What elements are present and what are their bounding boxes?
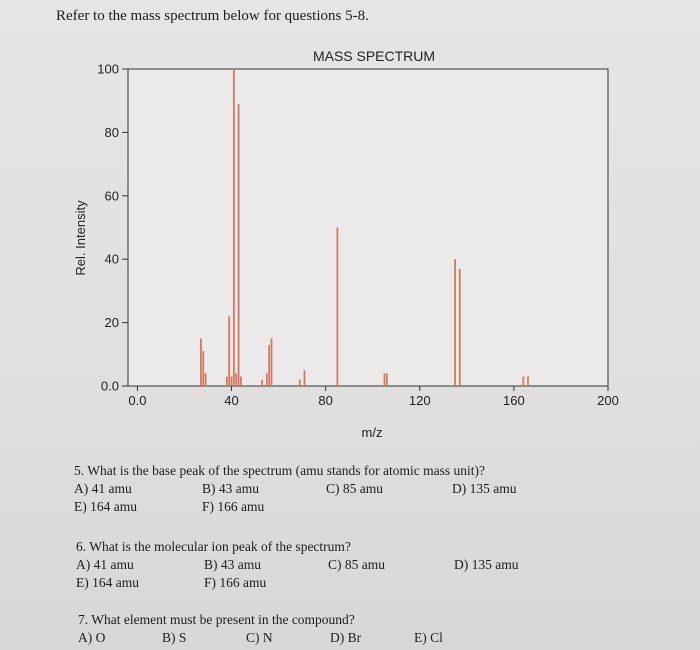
q6-option-d: D) 135 amu [454, 557, 519, 572]
question-6-text: 6. What is the molecular ion peak of the… [76, 539, 351, 554]
x-tick-label: 40 [224, 393, 238, 408]
x-tick-label: 160 [503, 393, 525, 408]
q6-option-e: E) 164 amu [76, 575, 139, 590]
q7-option-a: A) O [78, 630, 106, 645]
plot-frame [127, 68, 609, 387]
q5-option-e: E) 164 amu [74, 499, 137, 514]
chart-title: MASS SPECTRUM [313, 48, 435, 64]
q5-option-a: A) 41 amu [74, 481, 132, 496]
q5-option-f: F) 166 amu [202, 499, 265, 514]
y-tick-label: 100 [97, 62, 119, 77]
y-tick-label: 20 [105, 315, 119, 330]
y-tick-label: 0.0 [101, 379, 119, 394]
x-axis: 0.0 40 80 120 160 200 [128, 386, 619, 408]
y-axis-label: Rel. Intensity [73, 200, 88, 276]
question-7-text: 7. What element must be present in the c… [78, 612, 355, 627]
q5-option-c: C) 85 amu [326, 481, 383, 496]
x-axis-label: m/z [362, 425, 383, 440]
x-tick-label: 120 [409, 393, 431, 408]
x-tick-label: 0.0 [128, 393, 146, 408]
question-7: 7. What element must be present in the c… [78, 611, 638, 647]
y-axis: 0.0 20 40 60 80 100 [97, 62, 128, 394]
question-6: 6. What is the molecular ion peak of the… [76, 538, 636, 592]
q7-option-e: E) Cl [414, 630, 443, 645]
q6-option-b: B) 43 amu [204, 557, 261, 572]
q6-option-c: C) 85 amu [328, 557, 385, 572]
q6-option-a: A) 41 amu [76, 557, 134, 572]
q7-option-b: B) S [162, 630, 187, 645]
q7-option-c: C) N [246, 630, 273, 645]
y-tick-label: 60 [105, 188, 119, 203]
question-5-text: 5. What is the base peak of the spectrum… [74, 463, 486, 478]
q5-option-b: B) 43 amu [202, 481, 259, 496]
q5-option-d: D) 135 amu [452, 481, 517, 496]
q6-option-f: F) 166 amu [204, 575, 267, 590]
peaks-group [200, 69, 529, 386]
y-tick-label: 80 [105, 125, 119, 140]
question-5: 5. What is the base peak of the spectrum… [74, 462, 634, 516]
intro-text: Refer to the mass spectrum below for que… [56, 8, 369, 24]
q7-option-d: D) Br [330, 630, 362, 645]
x-tick-label: 80 [318, 393, 332, 408]
mass-spectrum-chart: MASS SPECTRUM m/z Rel. Intensity 0.0 20 40… [73, 48, 619, 440]
x-tick-label: 200 [597, 393, 619, 408]
y-tick-label: 40 [105, 252, 119, 267]
